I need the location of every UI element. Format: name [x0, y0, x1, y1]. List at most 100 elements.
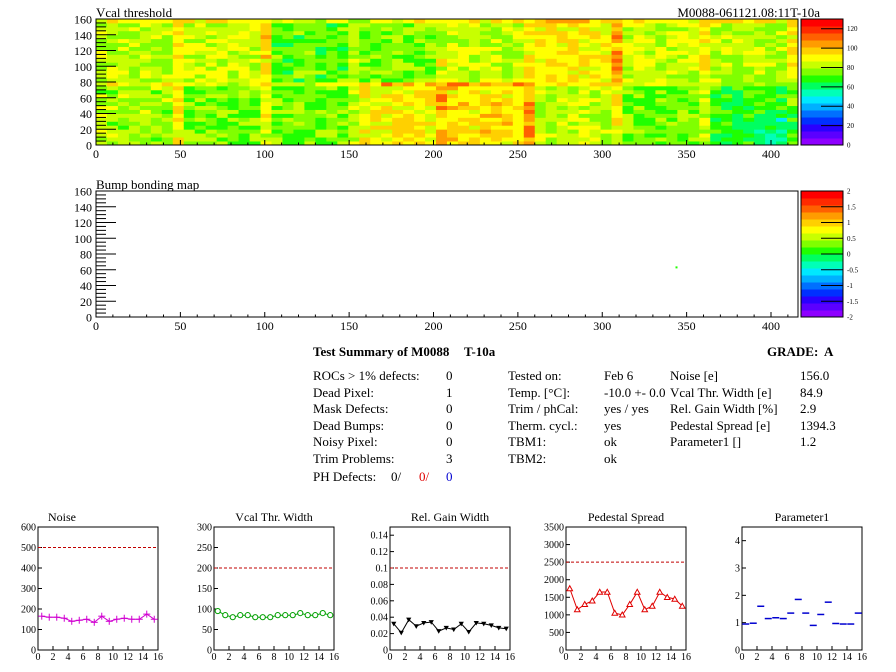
- x-tick-label: 2: [227, 652, 232, 663]
- summary-label: Temp. [°C]:: [508, 384, 571, 400]
- color-scale-bin: [801, 310, 843, 318]
- data-point: [229, 614, 236, 621]
- color-scale-bin: [801, 198, 843, 206]
- bump-point: [675, 266, 678, 269]
- y-tick-label: 0.02: [371, 629, 389, 640]
- summary-label: Vcal Thr. Width [e]: [670, 384, 772, 400]
- data-point: [481, 621, 487, 627]
- summary-label: Dead Bumps:: [313, 417, 385, 433]
- z-tick-label: 20: [847, 122, 855, 130]
- summary-label: Mask Defects:: [313, 401, 389, 417]
- x-tick-label: 0: [93, 319, 99, 333]
- y-tick-label: 200: [21, 605, 36, 616]
- data-point: [663, 593, 671, 600]
- y-tick-label: 0.14: [371, 531, 389, 542]
- y-tick-label: 1500: [544, 593, 564, 604]
- y-tick-label: 150: [197, 584, 212, 595]
- data-point: [391, 621, 397, 627]
- y-tick-label: 40: [80, 107, 92, 121]
- x-tick-label: 0: [388, 652, 393, 663]
- x-tick-label: 4: [66, 652, 71, 663]
- x-tick-label: 6: [81, 652, 86, 663]
- ph-defects-value-3: 0: [446, 469, 453, 484]
- color-scale-bin: [801, 54, 843, 62]
- data-point: [319, 610, 326, 617]
- z-tick-label: 40: [847, 103, 855, 111]
- summary-value: Feb 6: [604, 368, 634, 383]
- x-tick-label: 4: [594, 652, 599, 663]
- x-tick-label: 8: [800, 652, 805, 663]
- data-point: [289, 612, 296, 619]
- summary-label: Parameter1 []: [670, 434, 742, 450]
- color-scale-bin: [801, 47, 843, 55]
- summary-value: 1: [446, 384, 453, 400]
- chart-title: Pedestal Spread: [588, 510, 664, 524]
- series-line: [217, 610, 331, 618]
- summary-value: yes / yes: [604, 401, 649, 417]
- x-tick-label: 250: [509, 319, 527, 333]
- data-point: [656, 588, 664, 595]
- data-point: [671, 595, 679, 602]
- y-tick-label: 0: [207, 646, 212, 657]
- z-tick-label: 0: [847, 251, 851, 259]
- z-tick-label: 120: [847, 25, 858, 33]
- x-tick-label: 16: [329, 652, 339, 663]
- x-tick-label: 12: [123, 652, 133, 663]
- x-tick-label: 300: [593, 147, 611, 161]
- color-scale-bin: [801, 268, 843, 276]
- x-tick-label: 10: [108, 652, 118, 663]
- y-tick-label: 250: [197, 543, 212, 554]
- map-id-label: M0088-061121.08:11T-10a: [677, 5, 820, 20]
- z-tick-label: 1.5: [847, 203, 856, 211]
- y-tick-label: 600: [21, 523, 36, 534]
- z-tick-label: 60: [847, 83, 855, 91]
- y-tick-label: 100: [74, 60, 92, 74]
- x-tick-label: 50: [174, 147, 186, 161]
- y-tick-label: 200: [197, 564, 212, 575]
- data-point: [398, 630, 404, 636]
- series-line: [41, 613, 155, 623]
- x-tick-label: 200: [425, 319, 443, 333]
- data-point: [588, 596, 596, 604]
- color-scale-bin: [801, 240, 843, 248]
- y-tick-label: 120: [74, 216, 92, 230]
- color-scale-bin: [801, 19, 843, 27]
- y-tick-label: 0.08: [371, 580, 389, 591]
- summary-value: 84.9: [800, 384, 823, 400]
- summary-label: TBM2:: [508, 451, 547, 466]
- z-tick-label: 80: [847, 64, 855, 72]
- color-scale-bin: [801, 303, 843, 311]
- y-tick-label: 50: [202, 625, 212, 636]
- y-tick-label: 160: [74, 185, 92, 199]
- x-tick-label: 0: [740, 652, 745, 663]
- y-tick-label: 140: [74, 28, 92, 42]
- x-tick-label: 0: [564, 652, 569, 663]
- summary-value: 1.2: [800, 434, 817, 450]
- x-tick-label: 150: [340, 147, 358, 161]
- y-tick-label: 0.1: [376, 564, 389, 575]
- y-tick-label: 2: [735, 591, 740, 602]
- x-tick-label: 150: [340, 319, 358, 333]
- data-point: [222, 612, 229, 619]
- summary-value: -10.0 +- 0.0: [604, 384, 666, 400]
- grade-value: A: [824, 344, 834, 359]
- x-tick-label: 350: [678, 319, 696, 333]
- x-tick-label: 4: [242, 652, 247, 663]
- data-point: [267, 614, 274, 621]
- data-point: [214, 607, 221, 615]
- data-point: [406, 617, 412, 623]
- summary-value: 3: [446, 451, 453, 466]
- ph-defects-value-1: 0/: [391, 469, 402, 484]
- plot-frame: [95, 190, 799, 318]
- y-tick-label: 20: [80, 295, 92, 309]
- y-tick-label: 500: [21, 543, 36, 554]
- x-tick-label: 16: [153, 652, 163, 663]
- data-point: [421, 620, 427, 626]
- summary-value: 0: [446, 434, 453, 450]
- summary-label: ROCs > 1% defects:: [313, 368, 420, 383]
- summary-value: 156.0: [800, 368, 830, 383]
- color-scale-bin: [801, 289, 843, 297]
